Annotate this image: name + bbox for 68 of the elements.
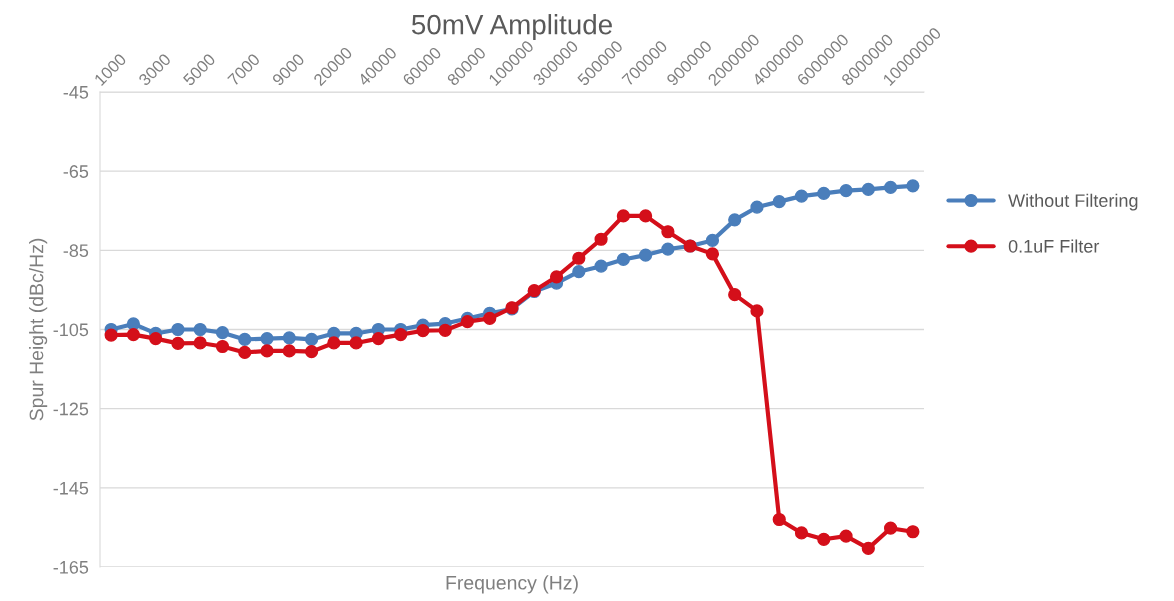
- point: [171, 336, 185, 350]
- point: [171, 322, 185, 337]
- point: [616, 209, 630, 223]
- point: [661, 225, 675, 239]
- point: [728, 288, 742, 302]
- point: [572, 265, 586, 279]
- point: [549, 270, 564, 284]
- chart-title: 50mV Amplitude: [411, 14, 612, 40]
- point: [906, 179, 920, 193]
- point: [594, 232, 608, 246]
- point: [371, 332, 385, 346]
- point: [327, 336, 341, 350]
- point: [750, 304, 764, 318]
- point: [438, 323, 452, 337]
- legend-label: 0.1uF Filter: [1008, 239, 1100, 253]
- point: [193, 336, 207, 350]
- point: [861, 182, 875, 196]
- point: [282, 344, 296, 358]
- point: [639, 248, 653, 262]
- point: [304, 332, 319, 346]
- point: [839, 183, 853, 198]
- point: [594, 259, 608, 273]
- point: [193, 322, 207, 337]
- point: [238, 345, 252, 360]
- point: [728, 213, 742, 227]
- point: [906, 525, 920, 539]
- y-tick-label: -105: [53, 323, 89, 337]
- point: [705, 233, 720, 248]
- point: [572, 251, 586, 265]
- y-tick-label: -145: [53, 481, 89, 495]
- point: [394, 328, 408, 342]
- point: [215, 326, 230, 340]
- point: [483, 311, 497, 326]
- point: [238, 332, 252, 346]
- y-tick-label: -165: [53, 560, 89, 574]
- y-tick-label: -85: [63, 244, 89, 258]
- point: [260, 344, 274, 358]
- y-tick-label: -125: [53, 402, 89, 416]
- y-tick-label: -65: [63, 165, 89, 178]
- point: [304, 345, 319, 359]
- legend-label: Without Filtering: [1008, 193, 1138, 211]
- point: [282, 331, 296, 345]
- point: [817, 532, 831, 546]
- point: [772, 195, 786, 209]
- point: [839, 529, 853, 543]
- point: [883, 521, 898, 535]
- point: [416, 324, 430, 338]
- point: [794, 189, 809, 203]
- x-axis-title: Frequency (Hz): [446, 575, 578, 594]
- y-tick-label: -45: [63, 86, 89, 99]
- point: [639, 209, 653, 223]
- point: [794, 526, 809, 540]
- point: [260, 332, 274, 346]
- point: [104, 328, 118, 342]
- point: [705, 247, 720, 261]
- point: [149, 332, 163, 346]
- point: [215, 339, 230, 354]
- point: [817, 186, 831, 200]
- point: [349, 336, 363, 350]
- point: [661, 242, 675, 256]
- point: [772, 512, 786, 527]
- point: [750, 200, 764, 214]
- point: [126, 317, 141, 331]
- point: [883, 180, 898, 194]
- y-axis-title: Spur Height (dBc/Hz): [29, 238, 48, 421]
- point: [861, 541, 875, 555]
- point: [616, 252, 630, 267]
- point: [126, 328, 141, 342]
